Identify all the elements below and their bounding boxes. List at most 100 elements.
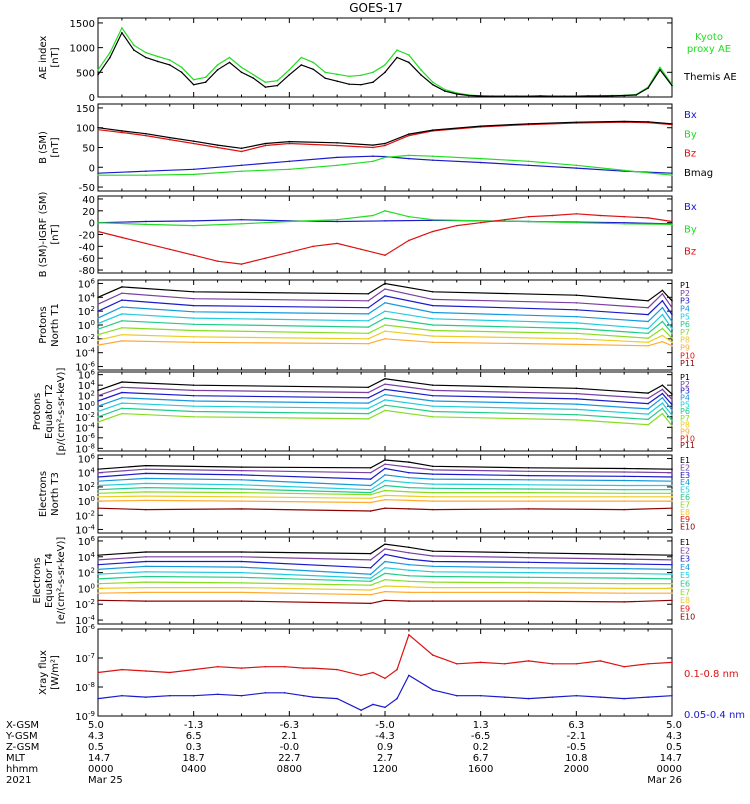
data-point <box>623 215 625 218</box>
data-point <box>240 600 243 602</box>
data-point <box>367 407 370 410</box>
data-point <box>408 569 410 572</box>
panel-frame <box>97 195 673 274</box>
x-row-value: 0000 <box>657 764 682 775</box>
y-tick-label: 104 <box>78 551 96 564</box>
data-point <box>240 488 243 490</box>
data-point <box>145 174 147 176</box>
data-point <box>288 142 291 145</box>
data-point <box>432 230 434 233</box>
data-point <box>97 582 99 585</box>
data-point <box>384 463 386 466</box>
data-point <box>671 587 673 590</box>
series-line-p7 <box>97 409 673 427</box>
legend-entry: E1 <box>680 456 690 465</box>
legend-entry: E8 <box>680 596 690 605</box>
data-point <box>384 599 386 602</box>
data-point <box>360 74 362 77</box>
data-point <box>97 174 99 176</box>
data-point <box>575 694 578 697</box>
data-point <box>623 223 625 225</box>
data-point <box>503 95 506 98</box>
x-row-label: X-GSM <box>6 720 39 731</box>
data-point <box>479 95 482 97</box>
data-point <box>623 553 625 556</box>
data-point <box>145 560 147 563</box>
x-row-value: 0.2 <box>473 742 489 753</box>
data-point <box>240 560 243 563</box>
series-line-p2 <box>97 288 673 309</box>
data-point <box>396 697 398 700</box>
data-point <box>408 461 410 463</box>
data-point <box>97 230 99 233</box>
legend-entry: Themis AE <box>683 72 737 83</box>
data-point <box>145 670 147 672</box>
data-point <box>369 577 372 579</box>
y-axis-label: Equator T2 <box>44 384 55 439</box>
data-point <box>432 478 434 480</box>
y-tick-label: 102 <box>78 390 95 403</box>
data-point <box>97 328 99 330</box>
data-point <box>168 694 171 697</box>
data-point <box>360 674 362 677</box>
data-point <box>384 548 386 550</box>
data-point <box>647 696 649 698</box>
data-point <box>288 220 291 223</box>
data-point <box>479 161 482 164</box>
x-row-label: 2021 <box>6 775 31 786</box>
data-point <box>204 76 207 79</box>
data-point <box>360 248 362 251</box>
series-line-p3 <box>97 388 673 406</box>
legend-entry: P3 <box>680 387 690 396</box>
data-point <box>432 591 434 594</box>
data-point <box>623 221 625 224</box>
series-line-e1 <box>97 459 673 470</box>
data-point <box>443 88 446 91</box>
data-point <box>367 332 370 335</box>
data-point <box>527 466 530 469</box>
data-point <box>671 409 673 411</box>
data-point <box>97 671 99 674</box>
data-point <box>145 220 147 223</box>
data-point <box>671 468 673 470</box>
x-row-value: 0400 <box>181 764 206 775</box>
data-point <box>661 327 664 330</box>
data-point <box>575 121 578 123</box>
data-point <box>372 671 374 674</box>
x-row-value: -2.1 <box>567 731 587 742</box>
data-point <box>527 508 530 510</box>
data-point <box>384 393 386 396</box>
legend-entry: E4 <box>680 563 690 572</box>
data-point <box>360 709 362 711</box>
x-row-value: Mar 25 <box>88 775 123 786</box>
data-point <box>671 223 673 226</box>
data-point <box>661 340 664 343</box>
data-point <box>671 554 673 556</box>
data-point <box>121 340 123 342</box>
data-point <box>491 95 494 98</box>
data-point <box>121 130 123 132</box>
data-point <box>396 49 398 51</box>
data-point <box>192 224 195 227</box>
x-row-value: 4.3 <box>666 731 682 742</box>
data-point <box>408 499 410 502</box>
data-point <box>671 327 673 330</box>
y-axis-label: [nT] <box>50 137 61 157</box>
data-point <box>623 496 625 498</box>
data-point <box>408 574 410 577</box>
series-line-e3 <box>97 467 673 480</box>
x-row-value: 1200 <box>372 764 397 775</box>
data-point <box>384 295 386 297</box>
data-point <box>599 95 602 97</box>
data-point <box>527 470 530 473</box>
x-row-value: 5.0 <box>88 720 104 731</box>
legend-entry: P10 <box>680 434 695 443</box>
data-point <box>623 665 625 668</box>
data-point <box>659 66 661 69</box>
data-point <box>408 157 410 160</box>
data-point <box>661 412 664 415</box>
data-point <box>240 474 243 476</box>
data-point <box>348 83 350 85</box>
data-point <box>145 468 147 470</box>
data-point <box>384 383 386 385</box>
